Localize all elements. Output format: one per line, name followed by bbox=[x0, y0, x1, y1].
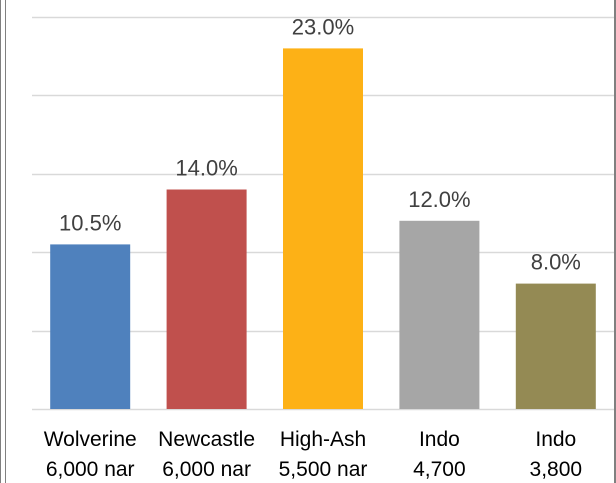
bar bbox=[515, 283, 596, 409]
tick-label-line: 6,000 nar bbox=[162, 458, 251, 481]
category-tick-label: High-Ash 5,500 nar bbox=[279, 428, 368, 481]
data-labels: 10.5% 14.0% 23.0% 12.0% 8.0% bbox=[59, 14, 581, 274]
tick-label-line: 3,800 bbox=[530, 458, 583, 481]
bar bbox=[166, 189, 247, 409]
bar bbox=[283, 48, 363, 410]
tick-label-line: Indo bbox=[419, 428, 460, 451]
bar bbox=[399, 220, 480, 409]
data-label: 10.5% bbox=[59, 210, 121, 235]
data-label: 23.0% bbox=[292, 14, 354, 39]
tick-label-line: Indo bbox=[535, 428, 576, 451]
category-tick-label: Wolverine 6,000 nar bbox=[44, 428, 137, 481]
category-tick-label: Indo 3,800 bbox=[530, 428, 583, 481]
tick-label-line: 6,000 nar bbox=[46, 458, 135, 481]
category-tick-label: Newcastle 6,000 nar bbox=[158, 428, 255, 481]
category-tick-label: Indo 4,700 bbox=[413, 428, 466, 481]
tick-label-line: High-Ash bbox=[280, 428, 366, 451]
bar-series bbox=[50, 48, 596, 410]
data-label: 8.0% bbox=[531, 250, 581, 275]
tick-label-line: 4,700 bbox=[413, 458, 466, 481]
window-frame-right bbox=[614, 0, 616, 483]
data-label: 14.0% bbox=[175, 156, 237, 181]
bar bbox=[50, 244, 131, 409]
tick-label-line: 5,500 nar bbox=[279, 458, 368, 481]
data-label: 12.0% bbox=[408, 187, 470, 212]
tick-label-line: Wolverine bbox=[44, 428, 137, 451]
category-tick-labels: Wolverine 6,000 nar Newcastle 6,000 nar High… bbox=[44, 428, 582, 481]
tick-label-line: Newcastle bbox=[158, 428, 255, 451]
window-frame-left bbox=[0, 0, 6, 483]
